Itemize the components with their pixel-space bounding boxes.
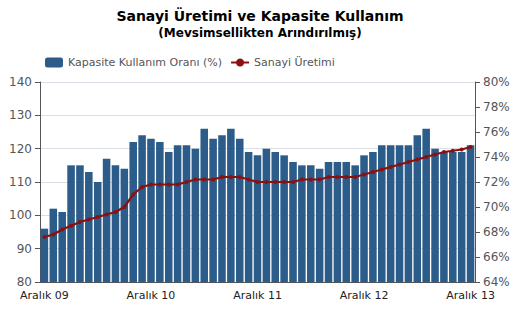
svg-text:80: 80 — [17, 275, 32, 289]
svg-text:Aralık 13: Aralık 13 — [446, 289, 495, 302]
svg-text:Aralık 12: Aralık 12 — [340, 289, 389, 302]
svg-text:120: 120 — [9, 142, 32, 156]
svg-text:Aralık 11: Aralık 11 — [233, 289, 282, 302]
svg-text:80%: 80% — [483, 75, 510, 89]
svg-text:70%: 70% — [483, 200, 510, 214]
svg-text:Aralık 10: Aralık 10 — [127, 289, 176, 302]
svg-text:76%: 76% — [483, 125, 510, 139]
svg-text:90: 90 — [17, 242, 32, 256]
svg-text:66%: 66% — [483, 250, 510, 264]
svg-text:78%: 78% — [483, 100, 510, 114]
svg-text:74%: 74% — [483, 150, 510, 164]
svg-text:140: 140 — [9, 75, 32, 89]
svg-text:Sanayi Üretimi ve Kapasite Kul: Sanayi Üretimi ve Kapasite Kullanım — [116, 7, 403, 24]
svg-text:(Mevsimsellikten Arındırılmış): (Mevsimsellikten Arındırılmış) — [158, 26, 361, 40]
svg-text:64%: 64% — [483, 275, 510, 289]
svg-text:100: 100 — [9, 208, 32, 222]
svg-text:Sanayi Üretimi: Sanayi Üretimi — [254, 56, 335, 69]
svg-text:130: 130 — [9, 108, 32, 122]
svg-text:Aralık 09: Aralık 09 — [20, 289, 69, 302]
svg-text:68%: 68% — [483, 225, 510, 239]
svg-text:110: 110 — [9, 175, 32, 189]
svg-text:Kapasite Kullanım Oranı (%): Kapasite Kullanım Oranı (%) — [68, 56, 222, 69]
svg-text:72%: 72% — [483, 175, 510, 189]
